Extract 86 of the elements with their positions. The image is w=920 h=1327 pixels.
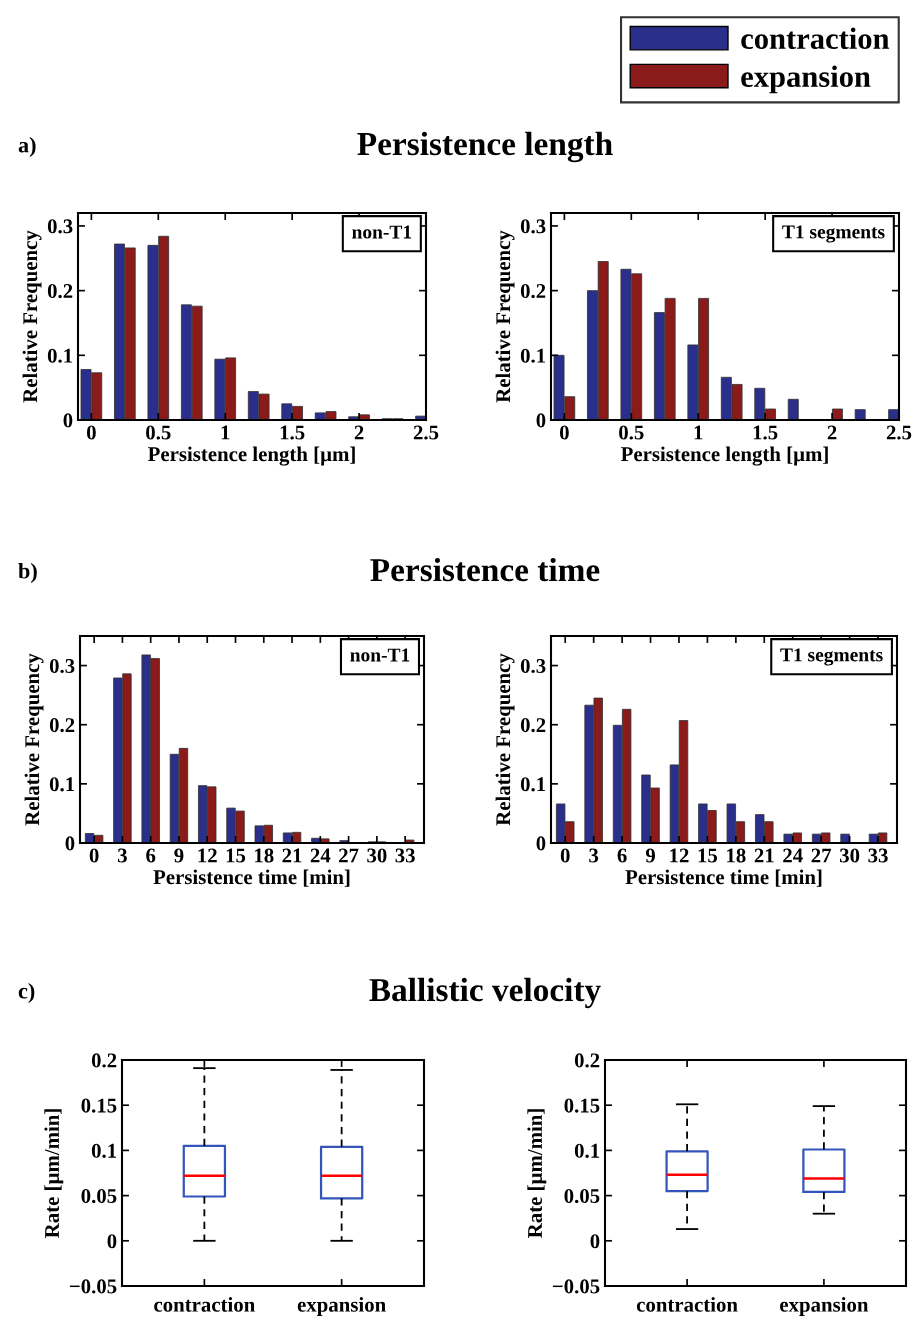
y-axis-title: Relative Frequency xyxy=(495,653,515,826)
y-tick-label: 0.3 xyxy=(520,219,546,234)
y-axis-title: Relative Frequency xyxy=(22,230,42,403)
x-tick-label: expansion xyxy=(297,1297,386,1316)
y-tick-label: 0.2 xyxy=(520,718,546,733)
y-tick-label: 0.2 xyxy=(49,718,75,733)
x-tick-label: 1.5 xyxy=(280,425,305,440)
x-tick-label: 3 xyxy=(589,848,599,863)
x-tick-label: 21 xyxy=(282,848,302,863)
y-tick-label: 0.05 xyxy=(81,1188,117,1204)
x-tick-label: 27 xyxy=(339,848,359,863)
x-tick-label: 33 xyxy=(395,848,415,863)
y-axis-title: Relative Frequency xyxy=(495,230,515,403)
x-tick-label: expansion xyxy=(780,1297,869,1316)
y-tick-label: 0.15 xyxy=(81,1098,117,1113)
x-tick-label: 2.5 xyxy=(413,425,439,440)
annotation: T1 segments xyxy=(782,225,885,243)
x-tick-label: 1.5 xyxy=(753,425,778,440)
x-axis-title: Persistence time [min] xyxy=(625,869,822,887)
chart-title: Persistence length xyxy=(357,131,613,163)
x-tick-label: 0.5 xyxy=(146,425,171,440)
y-tick-label: 0.05 xyxy=(564,1188,600,1204)
text: c) xyxy=(18,982,35,1004)
x-axis-title: Persistence length [µm] xyxy=(621,446,828,466)
x-tick-label: 24 xyxy=(783,848,803,863)
y-tick-label: 0.3 xyxy=(49,658,75,674)
y-tick-label: 0.1 xyxy=(520,348,546,363)
x-tick-label: contraction xyxy=(636,1297,738,1312)
x-tick-label: 2 xyxy=(827,425,837,440)
x-tick-label: 21 xyxy=(754,848,774,863)
chart-title: Persistence time xyxy=(370,557,600,582)
x-tick-label: 6 xyxy=(617,848,627,863)
annotation: T1 segments xyxy=(780,648,883,666)
legend-label: expansion xyxy=(741,65,871,94)
x-tick-label: 6 xyxy=(146,848,156,863)
annotation: non-T1 xyxy=(350,648,410,662)
x-tick-label: 9 xyxy=(645,848,655,863)
y-tick-label: −0.05 xyxy=(69,1279,117,1294)
x-tick-label: 18 xyxy=(727,848,746,863)
x-tick-label: 18 xyxy=(255,848,274,863)
y-tick-label: 0.15 xyxy=(564,1098,600,1113)
y-tick-label: 0 xyxy=(65,836,75,851)
y-tick-label: 0.2 xyxy=(520,284,546,299)
x-tick-label: 15 xyxy=(226,848,246,863)
y-tick-label: 0.3 xyxy=(520,658,546,674)
x-tick-label: 9 xyxy=(174,848,184,863)
y-tick-label: −0.05 xyxy=(552,1279,600,1294)
x-tick-label: 2 xyxy=(354,425,364,440)
annotation: non-T1 xyxy=(352,225,412,239)
y-tick-label: 0.1 xyxy=(47,348,73,363)
y-tick-label: 0.2 xyxy=(574,1053,600,1068)
y-tick-label: 0 xyxy=(590,1234,600,1249)
x-tick-label: 33 xyxy=(868,848,888,863)
x-tick-label: 3 xyxy=(117,848,127,863)
y-tick-label: 0 xyxy=(536,836,546,851)
x-tick-label: 30 xyxy=(367,848,387,863)
text: a) xyxy=(18,136,36,158)
x-tick-label: 15 xyxy=(698,848,718,863)
x-tick-label: 24 xyxy=(310,848,331,863)
legend-label: contraction xyxy=(741,27,890,50)
y-tick-label: 0.1 xyxy=(574,1143,600,1158)
y-tick-label: 0 xyxy=(63,413,73,428)
y-axis-title: Rate [µm/min] xyxy=(527,1109,547,1238)
chart-title: Ballistic velocity xyxy=(369,977,601,1009)
x-tick-label: 1 xyxy=(221,425,230,440)
x-tick-label: 30 xyxy=(839,848,860,863)
x-tick-label: 27 xyxy=(811,848,832,863)
x-axis-title: Persistence time [min] xyxy=(153,869,350,887)
y-axis-title: Rate [µm/min] xyxy=(44,1109,64,1238)
text: b) xyxy=(18,562,37,584)
x-tick-label: 2.5 xyxy=(886,425,912,440)
y-axis-title: Relative Frequency xyxy=(24,653,44,826)
x-tick-label: 0.5 xyxy=(619,425,644,440)
y-tick-label: 0.3 xyxy=(47,219,73,234)
y-tick-label: 0 xyxy=(536,413,546,428)
y-tick-label: 0.1 xyxy=(520,777,546,792)
y-tick-label: 0 xyxy=(107,1234,117,1249)
x-tick-label: 12 xyxy=(198,848,217,863)
y-tick-label: 0.2 xyxy=(91,1053,117,1068)
x-tick-label: 12 xyxy=(670,848,689,863)
x-tick-label: contraction xyxy=(154,1297,255,1312)
x-axis-title: Persistence length [µm] xyxy=(148,446,355,466)
x-tick-label: 1 xyxy=(694,425,703,440)
y-tick-label: 0.1 xyxy=(49,777,75,792)
y-tick-label: 0.1 xyxy=(91,1143,117,1158)
y-tick-label: 0.2 xyxy=(47,284,73,299)
